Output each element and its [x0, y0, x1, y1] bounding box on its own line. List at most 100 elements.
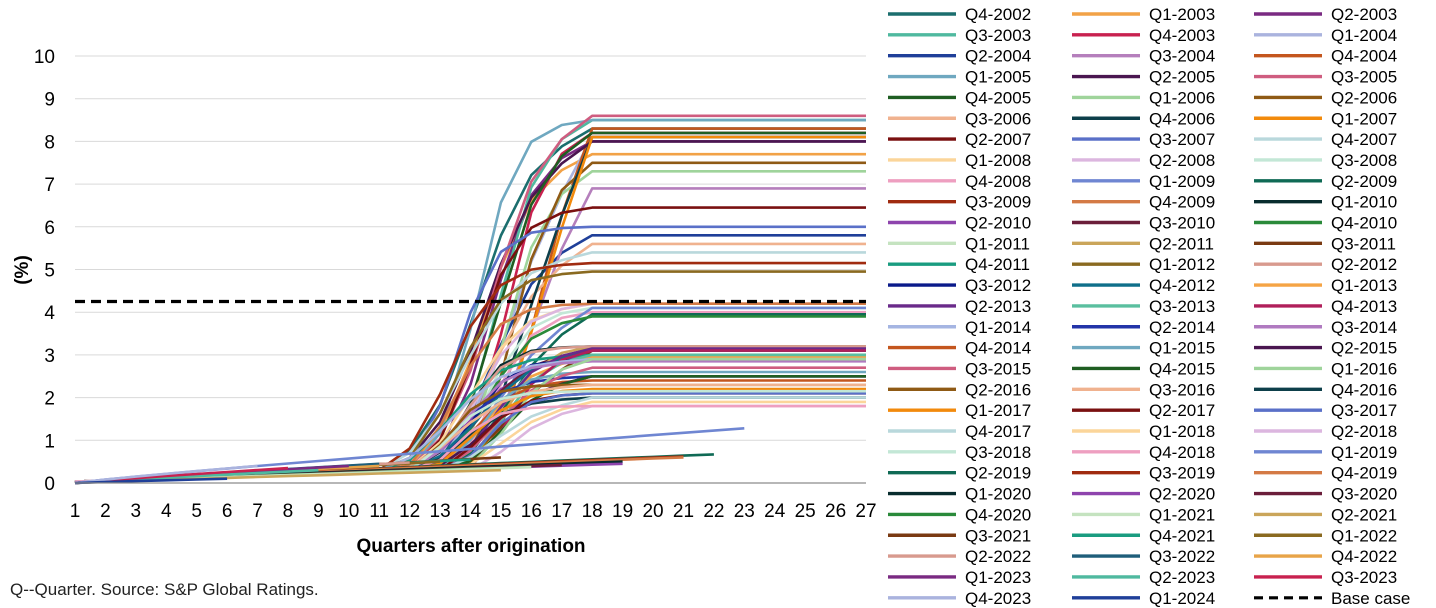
legend-item: Q4-2007	[1254, 130, 1397, 149]
legend-label: Q2-2012	[1331, 255, 1397, 274]
legend-label: Q3-2005	[1331, 68, 1397, 87]
legend-item: Q2-2020	[1072, 485, 1215, 504]
legend-item: Q2-2016	[888, 380, 1031, 399]
x-tick-label: 1	[70, 501, 81, 522]
legend-item: Q4-2013	[1254, 297, 1397, 316]
x-tick-label: 12	[399, 501, 420, 522]
legend-label: Q3-2023	[1331, 568, 1397, 587]
legend-item: Q2-2012	[1254, 255, 1397, 274]
legend-item: Q3-2012	[888, 276, 1031, 295]
legend-item: Q2-2019	[888, 464, 1031, 483]
legend-label: Q2-2016	[965, 380, 1031, 399]
legend-label: Q1-2007	[1331, 109, 1397, 128]
x-tick-label: 2	[100, 501, 111, 522]
legend-label: Q1-2024	[1149, 589, 1215, 608]
legend-label: Q3-2013	[1149, 297, 1215, 316]
legend-label: Q2-2004	[965, 47, 1031, 66]
legend-item: Q4-2003	[1072, 26, 1215, 45]
legend-item: Q3-2015	[888, 359, 1031, 378]
y-tick-label: 1	[44, 431, 55, 452]
legend-label: Q1-2021	[1149, 505, 1215, 524]
legend-label: Q2-2023	[1149, 568, 1215, 587]
legend-item: Q4-2021	[1072, 526, 1215, 545]
legend-label: Q1-2016	[1331, 359, 1397, 378]
legend-label: Q3-2020	[1331, 485, 1397, 504]
legend-item: Q1-2021	[1072, 505, 1215, 524]
legend-label: Q3-2022	[1149, 547, 1215, 566]
legend-label: Q1-2009	[1149, 172, 1215, 191]
legend-label: Q4-2017	[965, 422, 1031, 441]
legend-item: Q3-2018	[888, 443, 1031, 462]
legend-item: Q2-2011	[1072, 234, 1214, 253]
legend-item: Q1-2013	[1254, 276, 1397, 295]
x-tick-label: 20	[642, 501, 663, 522]
legend-label: Q1-2020	[965, 485, 1031, 504]
legend-item: Q3-2003	[888, 26, 1031, 45]
legend-item: Q3-2010	[1072, 214, 1215, 233]
legend-item: Q2-2008	[1072, 151, 1215, 170]
legend-label: Q3-2007	[1149, 130, 1215, 149]
legend-item: Q4-2022	[1254, 547, 1397, 566]
legend-item: Q4-2015	[1072, 359, 1215, 378]
legend-item: Q2-2003	[1254, 5, 1397, 24]
y-tick-labels: 0 1 2 3 4 5 6 7 8 9 10	[34, 47, 56, 495]
legend-item: Q4-2018	[1072, 443, 1215, 462]
legend-label: Q4-2020	[965, 505, 1031, 524]
x-tick-labels: 1 2 3 4 5 6 7 8 9 10 11 12 13 14 15 16 17 18 19 20 21 22 23 24 2…	[70, 501, 877, 522]
legend-label: Q3-2021	[965, 526, 1031, 545]
legend-item: Q2-2004	[888, 47, 1031, 66]
legend-label: Q4-2004	[1331, 47, 1397, 66]
legend-label: Q1-2003	[1149, 5, 1215, 24]
x-tick-label: 3	[131, 501, 142, 522]
legend-item: Q3-2007	[1072, 130, 1215, 149]
legend-label: Q2-2013	[965, 297, 1031, 316]
legend-item: Q2-2010	[888, 214, 1031, 233]
x-tick-label: 23	[734, 501, 755, 522]
legend-item: Q3-2008	[1254, 151, 1397, 170]
legend-label: Q3-2018	[965, 443, 1031, 462]
y-tick-label: 7	[44, 175, 55, 196]
legend-item: Q2-2018	[1254, 422, 1397, 441]
legend-item: Q4-2017	[888, 422, 1031, 441]
y-tick-label: 4	[44, 303, 55, 324]
x-tick-label: 18	[582, 501, 603, 522]
legend-item: Q4-2004	[1254, 47, 1397, 66]
legend-label: Q1-2005	[965, 68, 1031, 87]
legend-label: Q1-2017	[965, 401, 1031, 420]
legend-item: Q4-2020	[888, 505, 1031, 524]
legend-item: Q1-2012	[1072, 255, 1215, 274]
legend-label: Q3-2019	[1149, 464, 1215, 483]
legend-item: Q1-2015	[1072, 339, 1215, 358]
legend-label: Q3-2012	[965, 276, 1031, 295]
x-tick-label: 16	[521, 501, 542, 522]
legend-item: Q3-2016	[1072, 380, 1215, 399]
y-tick-label: 10	[34, 47, 55, 68]
legend-item: Q1-2014	[888, 318, 1031, 337]
y-tick-label: 8	[44, 132, 55, 153]
legend-label: Q2-2008	[1149, 151, 1215, 170]
legend-item: Q4-2023	[888, 589, 1031, 608]
legend-item: Q2-2006	[1254, 88, 1397, 107]
legend-label: Q3-2014	[1331, 318, 1397, 337]
legend-item: Q2-2009	[1254, 172, 1397, 191]
legend-label: Q4-2007	[1331, 130, 1397, 149]
legend-label: Q2-2007	[965, 130, 1031, 149]
legend-label: Q1-2004	[1331, 26, 1397, 45]
legend-item: Q4-2012	[1072, 276, 1215, 295]
legend-item: Q3-2019	[1072, 464, 1215, 483]
legend-item: Q1-2019	[1254, 443, 1397, 462]
legend-item: Q1-2017	[888, 401, 1031, 420]
legend-item: Q1-2020	[888, 485, 1031, 504]
x-tick-label: 10	[338, 501, 359, 522]
y-tick-label: 2	[44, 389, 55, 410]
legend-item: Q4-2002	[888, 5, 1031, 24]
legend-item: Q3-2021	[888, 526, 1031, 545]
x-tick-label: 24	[764, 501, 786, 522]
x-tick-label: 22	[703, 501, 724, 522]
legend-label: Q2-2003	[1331, 5, 1397, 24]
y-tick-label: 5	[44, 261, 55, 282]
legend-item: Q2-2017	[1072, 401, 1215, 420]
legend-label: Q4-2003	[1149, 26, 1215, 45]
legend-label: Q4-2010	[1331, 214, 1397, 233]
legend-item: Q3-2020	[1254, 485, 1397, 504]
